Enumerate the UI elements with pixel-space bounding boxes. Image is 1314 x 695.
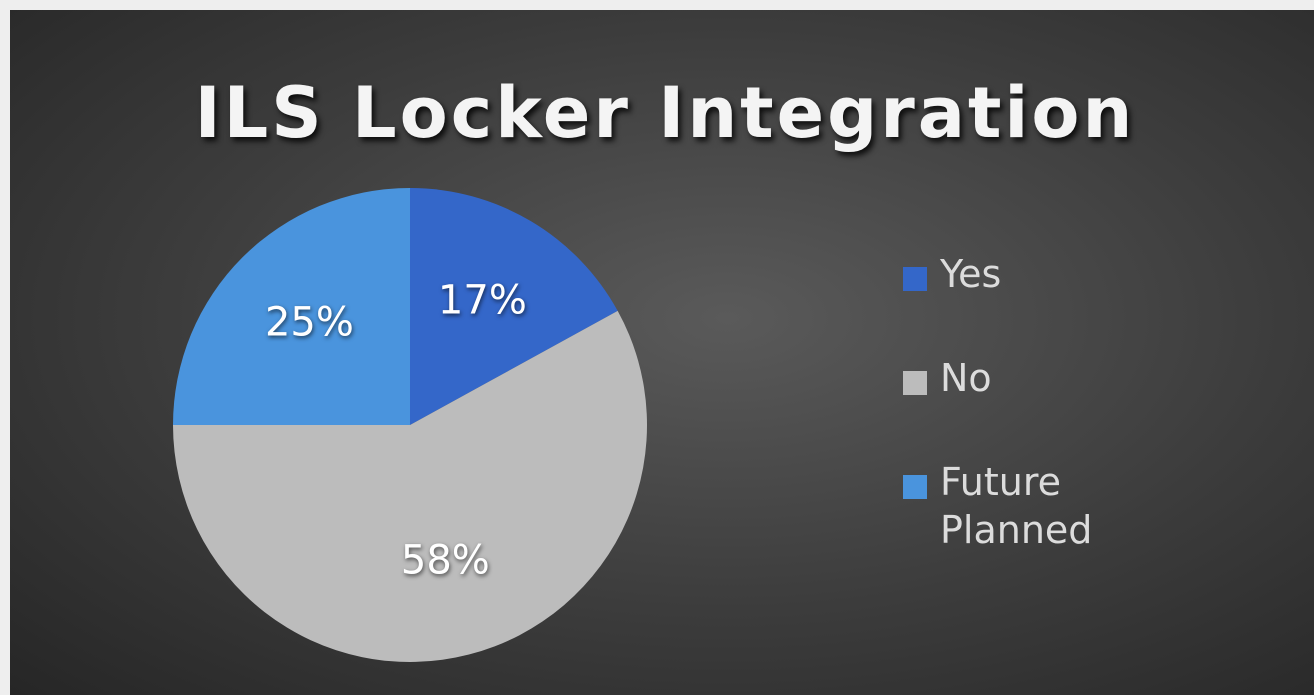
pie-slice — [173, 188, 410, 425]
legend-swatch — [903, 475, 927, 499]
pie-slice — [410, 188, 618, 425]
chart-frame: ILS Locker Integration 17% 58% 25% Yes No Fu… — [10, 10, 1314, 695]
pie-slice — [173, 310, 647, 663]
data-label: 58% — [401, 538, 490, 584]
legend-item: Future Planned — [903, 458, 1123, 554]
chart: ILS Locker Integration 17% 58% 25% — [173, 72, 1136, 663]
data-label: 25% — [265, 299, 354, 345]
legend-item: No — [903, 354, 1123, 402]
legend-label: Future Planned — [940, 460, 1093, 552]
data-label: 17% — [438, 278, 527, 324]
legend-swatch — [903, 371, 927, 395]
chart-title: ILS Locker Integration — [195, 72, 1136, 154]
legend: Yes No Future Planned — [903, 250, 1123, 610]
legend-label: Yes — [940, 252, 1002, 296]
legend-label: No — [940, 356, 992, 400]
legend-item: Yes — [903, 250, 1123, 298]
legend-swatch — [903, 267, 927, 291]
